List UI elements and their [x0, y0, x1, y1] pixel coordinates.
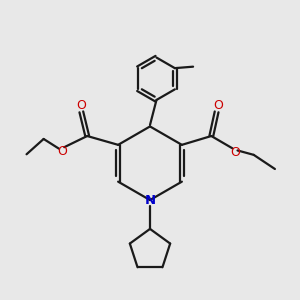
Text: O: O — [213, 100, 223, 112]
Text: O: O — [76, 100, 86, 112]
Text: O: O — [57, 145, 67, 158]
Text: N: N — [144, 194, 156, 207]
Text: O: O — [230, 146, 240, 159]
